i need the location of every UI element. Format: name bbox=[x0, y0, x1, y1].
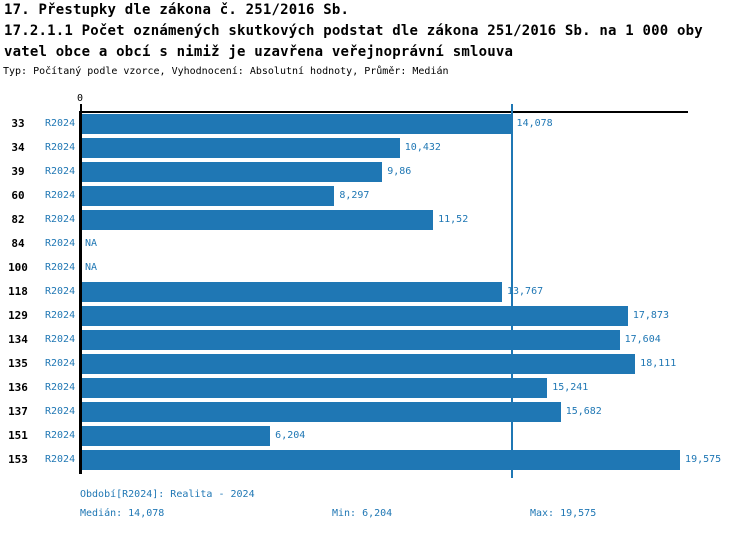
x-axis-line bbox=[79, 111, 688, 113]
bar bbox=[82, 138, 400, 158]
table-row: 118 R2024 13,767 bbox=[0, 280, 750, 304]
table-row: 39 R2024 9,86 bbox=[0, 160, 750, 184]
row-period-label: R2024 bbox=[45, 118, 76, 129]
row-id-label: 151 bbox=[8, 429, 28, 442]
table-row: 60 R2024 8,297 bbox=[0, 184, 750, 208]
bar bbox=[82, 402, 561, 422]
bar bbox=[82, 282, 502, 302]
bar bbox=[82, 306, 628, 326]
row-id-label: 34 bbox=[11, 141, 25, 154]
row-period-label: R2024 bbox=[45, 190, 76, 201]
bar bbox=[82, 162, 383, 182]
row-id-label: 39 bbox=[11, 165, 25, 178]
row-id-label: 82 bbox=[11, 213, 25, 226]
bar-value-label: 19,575 bbox=[685, 454, 722, 465]
footer-max-stat: Max: 19,575 bbox=[530, 508, 597, 519]
chart-subtitle: Typ: Počítaný podle vzorce, Vyhodnocení:… bbox=[3, 66, 449, 77]
table-row: 33 R2024 14,078 bbox=[0, 112, 750, 136]
row-period-label: R2024 bbox=[45, 406, 76, 417]
bar-value-label: 15,682 bbox=[565, 406, 602, 417]
row-period-label: R2024 bbox=[45, 166, 76, 177]
page-title-line-1: 17. Přestupky dle zákona č. 251/2016 Sb. bbox=[4, 2, 350, 18]
row-period-label: R2024 bbox=[45, 310, 76, 321]
row-period-label: R2024 bbox=[45, 238, 76, 249]
axis-zero-label: 0 bbox=[76, 93, 84, 104]
bar bbox=[82, 450, 681, 470]
bar-value-label: 8,297 bbox=[339, 190, 370, 201]
row-id-label: 153 bbox=[8, 453, 28, 466]
bar bbox=[82, 114, 512, 134]
row-id-label: 33 bbox=[11, 117, 25, 130]
row-id-label: 137 bbox=[8, 405, 28, 418]
row-period-label: R2024 bbox=[45, 142, 76, 153]
row-period-label: R2024 bbox=[45, 214, 76, 225]
table-row: 134 R2024 17,604 bbox=[0, 328, 750, 352]
row-period-label: R2024 bbox=[45, 334, 76, 345]
bar bbox=[82, 330, 620, 350]
row-id-label: 135 bbox=[8, 357, 28, 370]
bar-value-label: 10,432 bbox=[404, 142, 441, 153]
axis-zero-tick bbox=[80, 104, 82, 112]
median-line bbox=[511, 104, 513, 478]
row-id-label: 100 bbox=[8, 261, 28, 274]
table-row: 151 R2024 6,204 bbox=[0, 424, 750, 448]
table-row: 137 R2024 15,682 bbox=[0, 400, 750, 424]
table-row: 153 R2024 19,575 bbox=[0, 448, 750, 472]
row-id-label: 129 bbox=[8, 309, 28, 322]
footer-min-stat: Min: 6,204 bbox=[332, 508, 393, 519]
page-title-line-3: vatel obce a obcí s nimiž je uzavřena ve… bbox=[4, 44, 514, 60]
footer-median-stat: Medián: 14,078 bbox=[80, 508, 165, 519]
bar-value-label: 17,604 bbox=[624, 334, 661, 345]
table-row: 100 R2024 NA bbox=[0, 256, 750, 280]
row-period-label: R2024 bbox=[45, 382, 76, 393]
bar-chart-plot-area: 33 R2024 14,078 34 R2024 10,432 39 R2024 9,86 60 R… bbox=[0, 112, 750, 472]
table-row: 84 R2024 NA bbox=[0, 232, 750, 256]
footer-period-info: Období[R2024]: Realita - 2024 bbox=[80, 489, 255, 500]
bar-value-label: 18,111 bbox=[640, 358, 677, 369]
bar-value-label: 6,204 bbox=[275, 430, 306, 441]
table-row: 129 R2024 17,873 bbox=[0, 304, 750, 328]
bar bbox=[82, 186, 335, 206]
row-period-label: R2024 bbox=[45, 358, 76, 369]
bar-value-label: 14,078 bbox=[516, 118, 553, 129]
bar bbox=[82, 354, 636, 374]
bar-value-label: 13,767 bbox=[507, 286, 544, 297]
bar-value-label: 17,873 bbox=[632, 310, 669, 321]
y-axis-line bbox=[79, 111, 82, 474]
row-period-label: R2024 bbox=[45, 262, 76, 273]
row-period-label: R2024 bbox=[45, 430, 76, 441]
row-id-label: 60 bbox=[11, 189, 25, 202]
na-label: NA bbox=[85, 238, 98, 249]
table-row: 135 R2024 18,111 bbox=[0, 352, 750, 376]
table-row: 34 R2024 10,432 bbox=[0, 136, 750, 160]
bar-value-label: 9,86 bbox=[387, 166, 412, 177]
row-id-label: 134 bbox=[8, 333, 28, 346]
na-label: NA bbox=[85, 262, 98, 273]
bar bbox=[82, 378, 548, 398]
bar bbox=[82, 210, 434, 230]
row-id-label: 118 bbox=[8, 285, 28, 298]
table-row: 82 R2024 11,52 bbox=[0, 208, 750, 232]
bar-value-label: 11,52 bbox=[438, 214, 469, 225]
row-id-label: 136 bbox=[8, 381, 28, 394]
row-id-label: 84 bbox=[11, 237, 25, 250]
row-period-label: R2024 bbox=[45, 286, 76, 297]
table-row: 136 R2024 15,241 bbox=[0, 376, 750, 400]
row-period-label: R2024 bbox=[45, 454, 76, 465]
bar-value-label: 15,241 bbox=[552, 382, 589, 393]
bar bbox=[82, 426, 271, 446]
page-title-line-2: 17.2.1.1 Počet oznámených skutkových pod… bbox=[4, 23, 703, 39]
